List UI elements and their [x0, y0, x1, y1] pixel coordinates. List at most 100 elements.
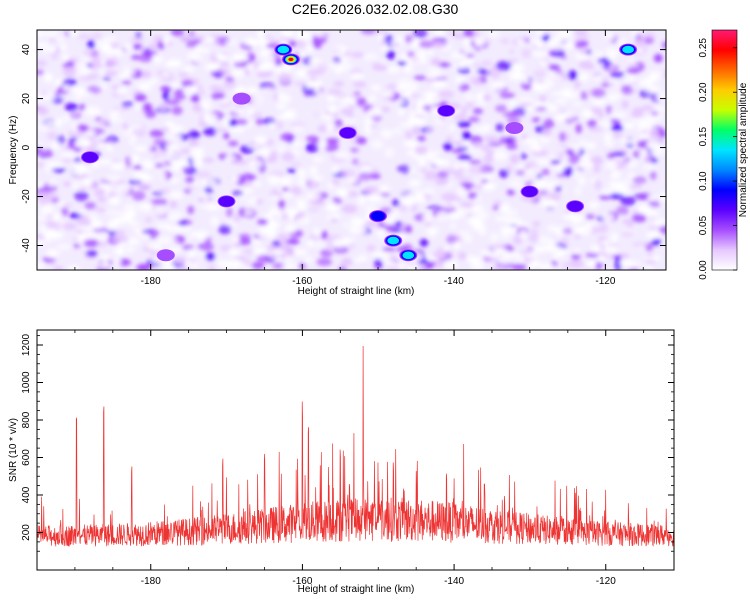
heatmap-cell [498, 258, 511, 265]
heatmap-cell [90, 32, 103, 40]
heatmap-cell [108, 197, 120, 205]
heatmap-cell [164, 144, 180, 150]
heatmap-cell [552, 252, 565, 258]
heatmap-cell [468, 256, 482, 265]
heatmap-cell [182, 66, 195, 73]
heatmap-cell [563, 91, 580, 100]
heatmap-cell [71, 183, 83, 189]
heatmap-cell [65, 60, 75, 66]
heatmap-cell [523, 137, 537, 145]
heatmap-cell [588, 142, 596, 149]
heatmap-cell [526, 169, 534, 175]
heatmap-cell [309, 166, 318, 176]
heatmap-cell [534, 159, 551, 165]
heatmap-cell [92, 219, 103, 229]
heatmap-cell [632, 241, 648, 248]
heatmap-cell [495, 216, 511, 222]
heatmap-cell [97, 196, 107, 203]
heatmap-cell [37, 146, 45, 156]
heatmap-cell [164, 61, 179, 68]
heatmap-cell [181, 244, 195, 250]
heatmap-cell [378, 185, 390, 193]
heatmap-cell [372, 64, 388, 71]
heatmap-cell [171, 106, 183, 115]
heatmap-cell [235, 119, 249, 126]
colorbar-tick-label: 0.10 [698, 171, 709, 191]
heatmap-cell [280, 133, 295, 141]
heatmap-cell [637, 47, 644, 54]
heatmap-cell [553, 36, 562, 43]
heatmap-cell [158, 188, 172, 194]
heatmap-cell [509, 71, 525, 81]
heatmap-cell [614, 256, 622, 267]
heatmap-cell [560, 236, 569, 246]
heatmap-cell [134, 93, 147, 102]
heatmap-cell [63, 202, 73, 208]
heatmap-cell [532, 38, 540, 44]
heatmap-cell [128, 155, 139, 166]
heatmap-cell [51, 197, 60, 203]
heatmap-cell [407, 150, 416, 157]
heatmap-cell [268, 54, 276, 60]
heatmap-cell [463, 57, 475, 65]
heatmap-cell [585, 252, 599, 258]
x-tick-label: -120 [595, 276, 615, 287]
heatmap-cell [106, 59, 116, 65]
heatmap-cell [111, 48, 124, 56]
heatmap-cell [47, 191, 59, 199]
heatmap-cell [444, 259, 458, 270]
heatmap-cell [655, 114, 663, 120]
heatmap-cell [492, 244, 506, 251]
heatmap-cell [243, 210, 254, 215]
heatmap-cell [277, 245, 294, 252]
heatmap-cell [37, 59, 48, 67]
heatmap-cell [438, 90, 455, 99]
y-tick-label: 400 [21, 486, 32, 503]
colorbar-tick-label: 0.15 [698, 126, 709, 146]
heatmap-cell [281, 151, 295, 162]
heatmap-cell [532, 102, 544, 107]
heatmap-cell [152, 55, 164, 64]
heatmap-cell [151, 191, 164, 196]
heatmap-cell [392, 128, 403, 135]
heatmap-cell [281, 213, 289, 220]
heatmap-cell [102, 76, 112, 81]
heatmap-cell [123, 70, 136, 76]
heatmap-cell [610, 232, 618, 243]
y-tick-label: 20 [21, 93, 32, 105]
heatmap-cell [632, 107, 644, 115]
heatmap-cell [635, 33, 643, 42]
heatmap-cell [571, 254, 581, 260]
heatmap-cell [79, 226, 93, 232]
heatmap-cell [156, 210, 166, 217]
heatmap-cell [402, 89, 413, 99]
heatmap-cell [425, 96, 434, 103]
heatmap-cell [37, 238, 44, 247]
heatmap-cell [218, 98, 230, 104]
heatmap-cell [307, 207, 320, 212]
heatmap-cell [608, 96, 617, 102]
heatmap-cell [149, 129, 164, 138]
heatmap-hotspot [232, 92, 251, 105]
heatmap-cell [188, 139, 200, 147]
heatmap-cell [266, 228, 278, 239]
heatmap-cell [211, 66, 219, 72]
heatmap-cell [585, 214, 595, 220]
heatmap-cell [136, 146, 152, 151]
heatmap-cell [650, 170, 657, 181]
heatmap-cell [349, 147, 360, 153]
heatmap-hotspot [277, 45, 290, 54]
heatmap-cell [403, 139, 415, 147]
heatmap-cell [186, 39, 198, 49]
heatmap-cell [502, 250, 515, 259]
heatmap-cell [419, 263, 427, 268]
heatmap-cell [616, 205, 629, 216]
heatmap-cell [267, 210, 282, 220]
heatmap-cell [417, 259, 430, 265]
snr-xlabel: Height of straight line (km) [298, 584, 415, 595]
heatmap-cell [487, 69, 502, 77]
heatmap-cell [364, 186, 376, 196]
heatmap-cell [370, 251, 383, 257]
heatmap-cell [246, 143, 261, 149]
heatmap-cell [507, 58, 519, 64]
